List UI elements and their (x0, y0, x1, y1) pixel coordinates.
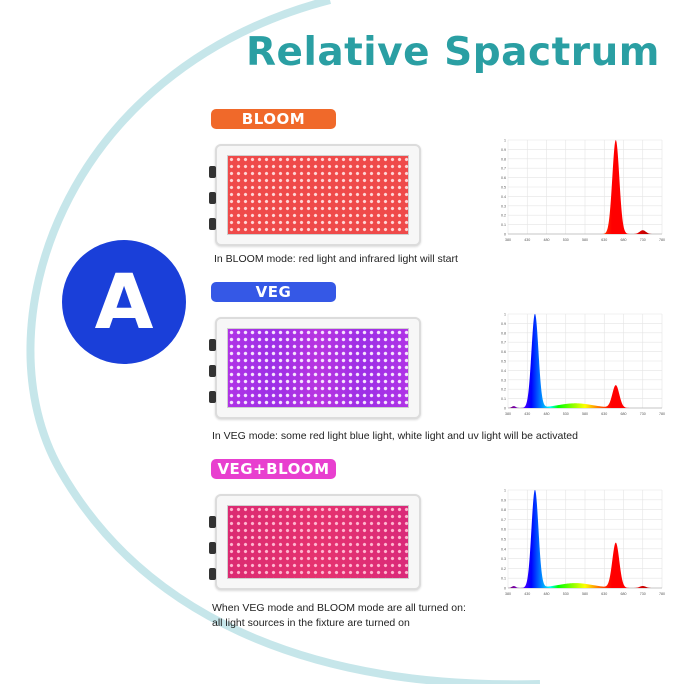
y-tick-label: 0.5 (501, 360, 506, 364)
x-tick-label: 680 (621, 238, 627, 242)
mode-a-badge: A (62, 240, 186, 364)
x-tick-label: 730 (640, 592, 646, 596)
x-tick-label: 730 (640, 412, 646, 416)
y-tick-label: 0.2 (501, 567, 506, 571)
x-tick-label: 780 (659, 238, 665, 242)
y-tick-label: 0.6 (501, 350, 506, 354)
x-tick-label: 780 (659, 592, 665, 596)
veg-spectrum-chart: 0 0.1 0.2 0.3 0.4 0.5 0.6 0.7 0.8 0.9 1 380 430 480 53… (496, 308, 666, 420)
bloom-light-panel (209, 144, 421, 246)
y-tick-label: 0.9 (501, 322, 506, 326)
x-tick-label: 630 (601, 592, 607, 596)
x-tick-label: 480 (544, 592, 550, 596)
veg-bloom-light-panel (209, 494, 421, 590)
y-tick-label: 0.5 (501, 186, 506, 190)
bloom-caption: In BLOOM mode: red light and infrared li… (214, 252, 458, 267)
x-tick-label: 580 (582, 412, 588, 416)
x-tick-label: 430 (524, 412, 530, 416)
y-tick-label: 0.6 (501, 176, 506, 180)
y-tick-label: 0.3 (501, 204, 506, 208)
spectrum-area (508, 314, 662, 408)
bloom-mode-label: BLOOM (211, 109, 336, 129)
x-tick-label: 480 (544, 412, 550, 416)
veg-light-panel (209, 317, 421, 419)
x-tick-label: 580 (582, 238, 588, 242)
y-tick-label: 0.4 (501, 547, 506, 551)
y-tick-label: 0.5 (501, 538, 506, 542)
veg-bloom-led-array (227, 505, 409, 579)
y-tick-label: 0.8 (501, 331, 506, 335)
y-tick-label: 0.7 (501, 341, 506, 345)
x-tick-label: 430 (524, 238, 530, 242)
x-tick-label: 580 (582, 592, 588, 596)
x-tick-label: 380 (505, 238, 511, 242)
bloom-led-array (227, 155, 409, 235)
veg-bloom-mode-label: VEG+BLOOM (211, 459, 336, 479)
page-title: Relative Spactrum (246, 30, 660, 75)
y-tick-label: 0.6 (501, 528, 506, 532)
x-tick-label: 530 (563, 592, 569, 596)
y-tick-label: 0.1 (501, 223, 506, 227)
x-tick-label: 780 (659, 412, 665, 416)
veg-caption: In VEG mode: some red light blue light, … (212, 429, 578, 444)
y-tick-label: 0.8 (501, 508, 506, 512)
y-tick-label: 0.2 (501, 388, 506, 392)
y-tick-label: 0.3 (501, 378, 506, 382)
y-tick-label: 0 (504, 407, 506, 411)
y-tick-label: 1 (504, 139, 506, 143)
x-tick-label: 630 (601, 238, 607, 242)
veg-bloom-caption: When VEG mode and BLOOM mode are all tur… (212, 601, 466, 631)
y-tick-label: 0.1 (501, 577, 506, 581)
x-tick-label: 630 (601, 412, 607, 416)
y-tick-label: 0.9 (501, 498, 506, 502)
y-tick-label: 0.8 (501, 157, 506, 161)
y-tick-label: 0.1 (501, 397, 506, 401)
veg-bloom-caption-line-1: When VEG mode and BLOOM mode are all tur… (212, 602, 466, 614)
veg-caption-line: In VEG mode: some red light blue light, … (212, 430, 578, 442)
y-tick-label: 0.7 (501, 167, 506, 171)
y-tick-label: 0.4 (501, 369, 506, 373)
spectrum-area (508, 490, 662, 588)
y-tick-label: 0 (504, 587, 506, 591)
x-tick-label: 530 (563, 238, 569, 242)
veg-bloom-caption-line-2: all light sources in the fixture are tur… (212, 617, 410, 630)
bloom-spectrum-chart: 0 0.1 0.2 0.3 0.4 0.5 0.6 0.7 0.8 0.9 1 380 430 480 53… (496, 134, 666, 246)
veg-led-array (227, 328, 409, 408)
bloom-caption-line: In BLOOM mode: red light and infrared li… (214, 253, 458, 265)
y-tick-label: 1 (504, 489, 506, 493)
x-tick-label: 680 (621, 412, 627, 416)
veg-bloom-spectrum-chart: 0 0.1 0.2 0.3 0.4 0.5 0.6 0.7 0.8 0.9 1 380 430 480 53… (496, 484, 666, 600)
x-tick-label: 430 (524, 592, 530, 596)
y-tick-label: 0.2 (501, 214, 506, 218)
x-tick-label: 530 (563, 412, 569, 416)
y-tick-label: 0.9 (501, 148, 506, 152)
y-tick-label: 0.7 (501, 518, 506, 522)
x-tick-label: 730 (640, 238, 646, 242)
badge-letter: A (94, 257, 154, 346)
x-tick-label: 680 (621, 592, 627, 596)
x-tick-label: 380 (505, 412, 511, 416)
y-tick-label: 1 (504, 313, 506, 317)
x-tick-label: 480 (544, 238, 550, 242)
y-tick-label: 0 (504, 233, 506, 237)
y-tick-label: 0.3 (501, 557, 506, 561)
y-tick-label: 0.4 (501, 195, 506, 199)
veg-mode-label: VEG (211, 282, 336, 302)
x-tick-label: 380 (505, 592, 511, 596)
